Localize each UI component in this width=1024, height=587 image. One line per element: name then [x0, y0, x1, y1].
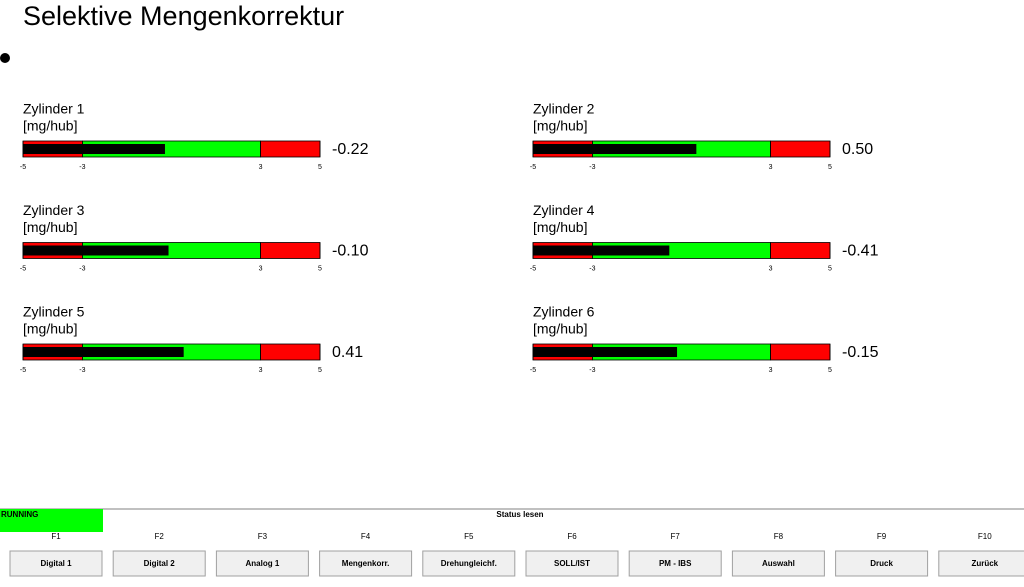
- fkey-label: F10: [978, 532, 992, 541]
- gauge-unit: [mg/hub]: [23, 321, 77, 337]
- gauge-bar: [23, 144, 165, 154]
- gauge-tick-label: -5: [530, 367, 536, 374]
- gauge-value: 0.50: [842, 141, 873, 158]
- fkey-button[interactable]: [422, 550, 516, 577]
- gauge-tick-label: 5: [828, 265, 832, 272]
- gauge-tick-label: -5: [20, 367, 26, 374]
- fkey-button-label[interactable]: Druck: [870, 559, 893, 568]
- gauge-zone: [260, 343, 321, 361]
- fkey-button-label[interactable]: Digital 1: [40, 559, 72, 568]
- fkey-button[interactable]: [112, 550, 206, 577]
- fkey-button[interactable]: [731, 550, 825, 577]
- gauge-tick-label: 3: [769, 164, 773, 171]
- fkey-button-label[interactable]: Drehungleichf.: [441, 559, 497, 568]
- gauge-tick-label: 5: [318, 265, 322, 272]
- gauge-tick-label: 5: [828, 164, 832, 171]
- gauge-zone: [770, 242, 831, 259]
- gauge-tick-label: 5: [318, 164, 322, 171]
- gauge-label: Zylinder 5: [23, 304, 85, 320]
- gauge-label: Zylinder 1: [23, 101, 85, 117]
- state-text: RUNNING: [1, 510, 38, 519]
- gauge-bar: [533, 347, 678, 357]
- gauge-unit: [mg/hub]: [23, 118, 77, 134]
- gauge-tick-label: -3: [589, 164, 595, 171]
- gauge-bar: [23, 347, 184, 357]
- fkey-button-label[interactable]: Analog 1: [246, 559, 280, 568]
- fkey-button[interactable]: [525, 550, 619, 577]
- gauge-tick-label: -3: [79, 164, 85, 171]
- gauge-bar: [533, 144, 697, 154]
- fkey-button[interactable]: [628, 550, 722, 577]
- fkey-label: F8: [774, 532, 784, 541]
- fkey-label: F9: [877, 532, 887, 541]
- gauge-tick-label: -5: [20, 265, 26, 272]
- gauge-zone: [260, 242, 321, 259]
- page-title: Selektive Mengenkorrektur: [23, 1, 344, 31]
- gauge-value: -0.10: [332, 243, 369, 260]
- fkey-label: F4: [361, 532, 371, 541]
- gauge-tick-label: 3: [769, 367, 773, 374]
- fkey-button-label[interactable]: SOLL/IST: [554, 559, 590, 568]
- fkey-label: F5: [464, 532, 474, 541]
- fkey-button-label[interactable]: Mengenkorr.: [342, 559, 390, 568]
- gauge-bar: [23, 245, 169, 256]
- gauge-tick-label: -5: [530, 164, 536, 171]
- gauge-tick-label: 3: [259, 164, 263, 171]
- gauge-value: -0.15: [842, 344, 879, 361]
- fkey-button[interactable]: [835, 550, 929, 577]
- gauge-tick-label: -5: [530, 265, 536, 272]
- fkey-button-label[interactable]: Auswahl: [762, 559, 795, 568]
- gauge-zone: [770, 343, 831, 361]
- fkey-label: F7: [671, 532, 681, 541]
- gauge-tick-label: -3: [79, 265, 85, 272]
- gauge-zone: [260, 140, 321, 158]
- gauge-label: Zylinder 4: [533, 202, 595, 218]
- gauge-label: Zylinder 2: [533, 101, 595, 117]
- gauge-tick-label: -3: [589, 265, 595, 272]
- gauge-tick-label: 3: [259, 367, 263, 374]
- bullet: [0, 53, 10, 63]
- status-text: Status lesen: [496, 510, 543, 519]
- fkey-button[interactable]: [938, 550, 1024, 577]
- gauge-tick-label: -3: [589, 367, 595, 374]
- gauge-tick-label: -3: [79, 367, 85, 374]
- fkey-button[interactable]: [319, 550, 413, 577]
- gauge-tick-label: 5: [318, 367, 322, 374]
- fkey-label: F3: [258, 532, 268, 541]
- gauge-unit: [mg/hub]: [533, 321, 587, 337]
- gauge-unit: [mg/hub]: [533, 118, 587, 134]
- gauge-tick-label: 3: [259, 265, 263, 272]
- fkey-button[interactable]: [9, 550, 103, 577]
- gauge-bar: [533, 245, 670, 256]
- gauge-label: Zylinder 3: [23, 202, 85, 218]
- gauge-unit: [mg/hub]: [23, 219, 77, 235]
- fkey-button-label[interactable]: Zurück: [971, 559, 998, 568]
- gauge-zone: [770, 140, 831, 158]
- gauge-label: Zylinder 6: [533, 304, 595, 320]
- gauge-tick-label: 5: [828, 367, 832, 374]
- fkey-button-label[interactable]: Digital 2: [144, 559, 176, 568]
- fkey-button[interactable]: [215, 550, 309, 577]
- state-box: [0, 509, 103, 532]
- gauge-value: 0.41: [332, 344, 363, 361]
- gauge-tick-label: -5: [20, 164, 26, 171]
- fkey-label: F2: [155, 532, 165, 541]
- gauge-value: -0.41: [842, 243, 879, 260]
- fkey-button-label[interactable]: PM - IBS: [659, 559, 692, 568]
- gauge-unit: [mg/hub]: [533, 219, 587, 235]
- fkey-label: F1: [51, 532, 61, 541]
- gauge-tick-label: 3: [769, 265, 773, 272]
- fkey-label: F6: [567, 532, 577, 541]
- gauge-value: -0.22: [332, 141, 369, 158]
